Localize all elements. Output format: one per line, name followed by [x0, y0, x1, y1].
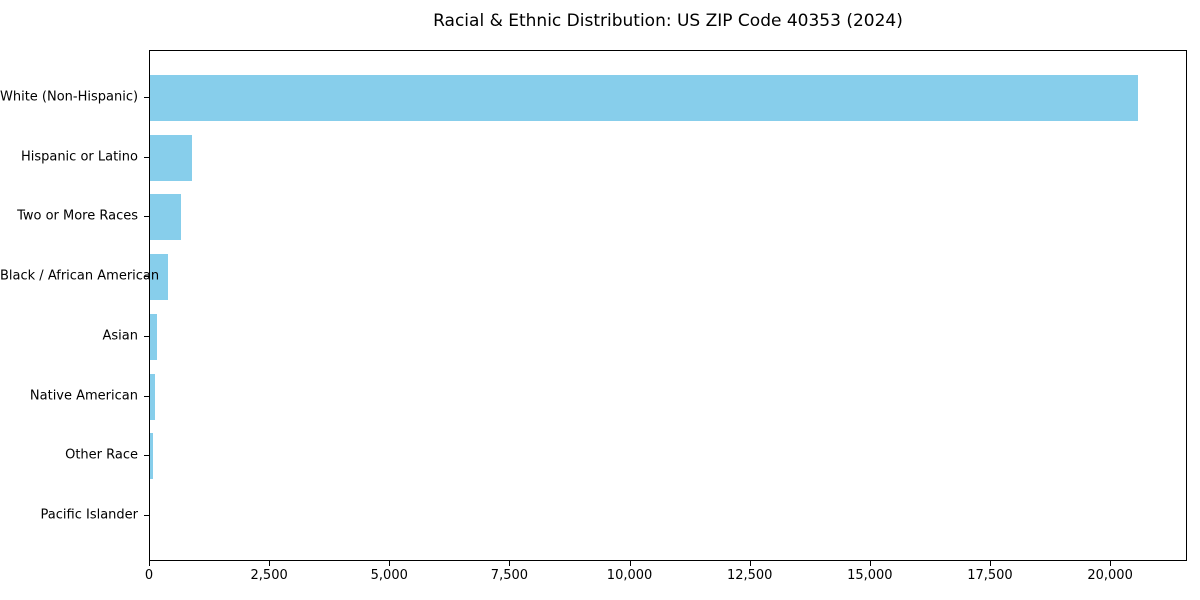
x-tick-mark: [749, 561, 751, 566]
y-tick-label: Pacific Islander: [40, 507, 138, 523]
x-tick-mark: [149, 561, 150, 566]
y-tick-label: Native American: [29, 388, 138, 404]
bar: [150, 433, 154, 480]
y-tick-mark: [144, 395, 149, 397]
x-tick-mark: [389, 561, 391, 566]
y-tick-mark: [144, 514, 149, 516]
bar: [150, 373, 156, 420]
x-tick-label: 12,500: [726, 568, 773, 583]
bar: [150, 75, 1139, 121]
y-tick-label: Hispanic or Latino: [20, 149, 138, 165]
x-tick-label: 2,500: [250, 568, 288, 583]
x-tick-mark: [269, 561, 271, 566]
x-tick-mark: [509, 561, 511, 566]
plot-area: [149, 50, 1187, 561]
x-tick-label: 5,000: [370, 568, 408, 583]
bar: [150, 254, 169, 301]
y-tick-mark: [144, 455, 149, 457]
x-tick-mark: [869, 561, 871, 566]
x-tick-mark: [989, 561, 991, 566]
y-tick-mark: [144, 156, 149, 158]
y-tick-label: Black / African American: [0, 268, 160, 284]
x-tick-label: 17,500: [967, 568, 1013, 583]
y-tick-label: Other Race: [65, 447, 138, 463]
x-tick-mark: [1110, 561, 1112, 566]
x-tick-label: 10,000: [606, 568, 653, 583]
y-tick-mark: [144, 97, 149, 98]
x-tick-label: 20,000: [1087, 568, 1133, 583]
y-tick-mark: [144, 216, 149, 218]
y-tick-label: Asian: [102, 328, 138, 344]
bar: [150, 194, 181, 241]
bar: [150, 313, 157, 360]
bar: [150, 134, 193, 181]
x-tick-mark: [629, 561, 631, 566]
y-tick-mark: [144, 335, 149, 337]
x-tick-label: 7,500: [490, 568, 529, 583]
y-tick-label: White (Non-Hispanic): [0, 89, 139, 105]
y-tick-label: Two or More Races: [17, 208, 138, 224]
x-tick-label: 15,000: [847, 568, 893, 583]
x-tick-label: 0: [144, 568, 154, 583]
y-tick-mark: [144, 276, 149, 278]
chart-title: Racial & Ethnic Distribution: US ZIP Cod…: [433, 11, 903, 31]
